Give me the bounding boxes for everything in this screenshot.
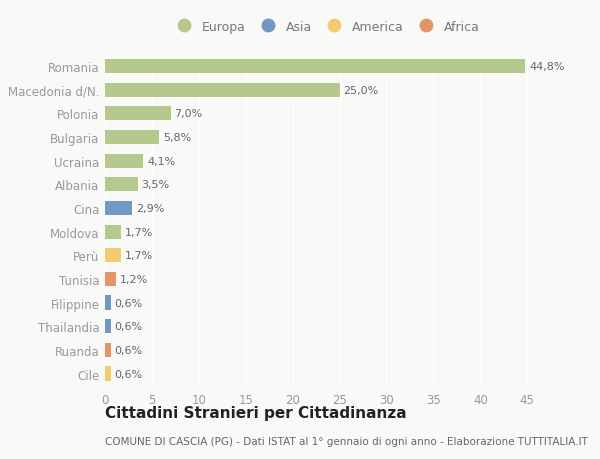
Text: 1,7%: 1,7% [125, 251, 153, 261]
Bar [105, 225, 121, 239]
Bar [105, 296, 110, 310]
Bar [105, 202, 132, 216]
Bar [105, 84, 340, 98]
Text: 3,5%: 3,5% [142, 180, 170, 190]
Text: 0,6%: 0,6% [115, 321, 143, 331]
Bar [105, 249, 121, 263]
Bar [105, 319, 110, 334]
Bar [105, 272, 116, 286]
Bar [105, 131, 160, 145]
Text: 25,0%: 25,0% [343, 85, 379, 95]
Text: 0,6%: 0,6% [115, 369, 143, 379]
Text: 5,8%: 5,8% [163, 133, 191, 143]
Bar [105, 107, 170, 121]
Text: 2,9%: 2,9% [136, 203, 164, 213]
Bar [105, 367, 110, 381]
Bar [105, 178, 138, 192]
Text: 0,6%: 0,6% [115, 298, 143, 308]
Text: COMUNE DI CASCIA (PG) - Dati ISTAT al 1° gennaio di ogni anno - Elaborazione TUT: COMUNE DI CASCIA (PG) - Dati ISTAT al 1°… [105, 436, 588, 446]
Bar [105, 60, 526, 74]
Legend: Europa, Asia, America, Africa: Europa, Asia, America, Africa [172, 21, 479, 34]
Text: Cittadini Stranieri per Cittadinanza: Cittadini Stranieri per Cittadinanza [105, 405, 407, 420]
Text: 7,0%: 7,0% [175, 109, 203, 119]
Text: 0,6%: 0,6% [115, 345, 143, 355]
Bar [105, 154, 143, 168]
Text: 1,7%: 1,7% [125, 227, 153, 237]
Text: 1,2%: 1,2% [120, 274, 148, 284]
Text: 4,1%: 4,1% [147, 157, 175, 166]
Text: 44,8%: 44,8% [529, 62, 565, 72]
Bar [105, 343, 110, 357]
